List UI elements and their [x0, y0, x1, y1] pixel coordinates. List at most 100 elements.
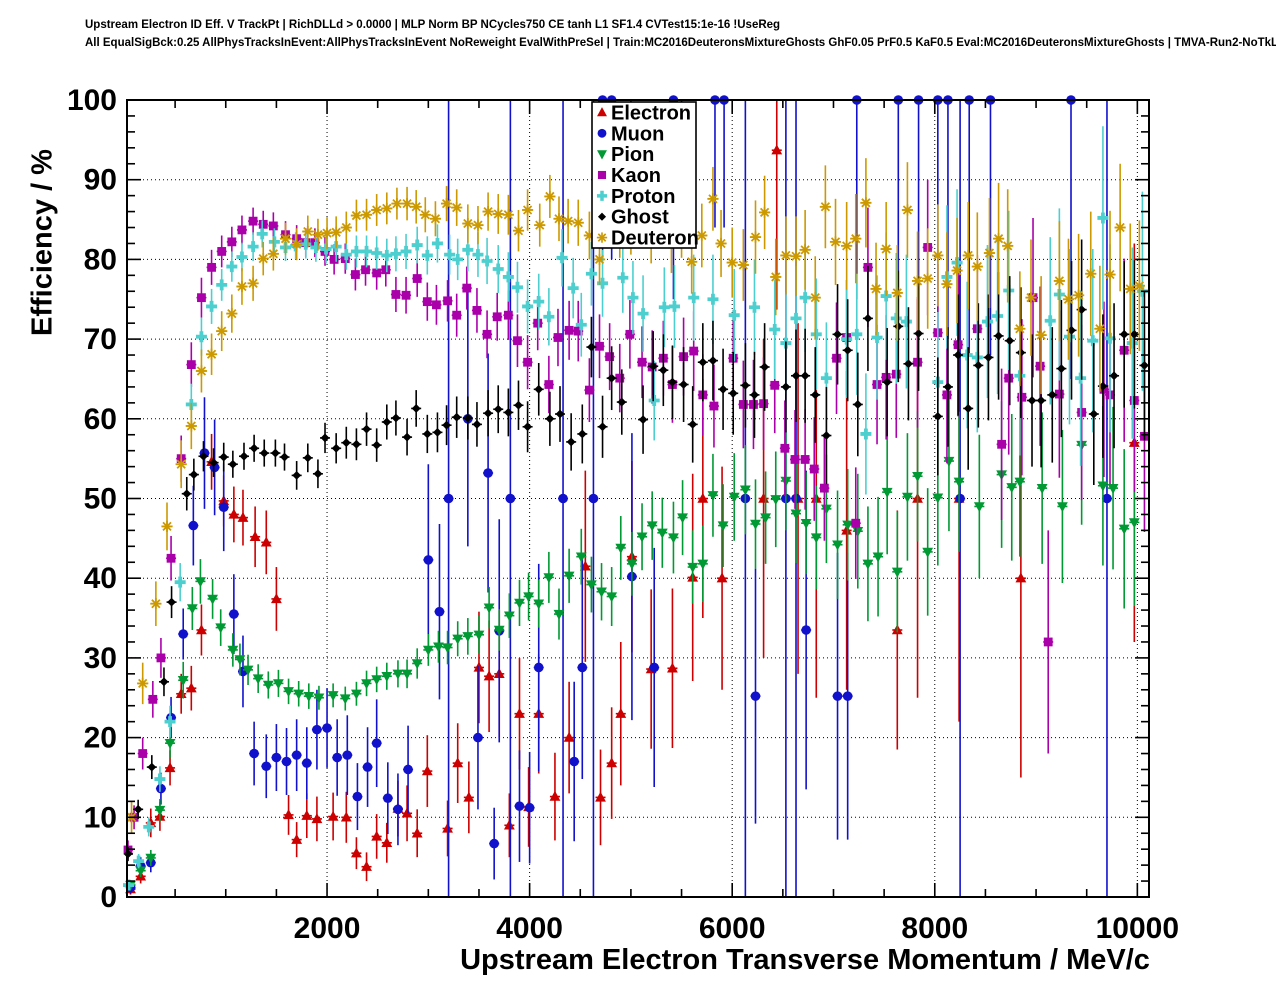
data-point [482, 329, 492, 339]
data-point [971, 260, 983, 273]
data-point [973, 502, 985, 513]
data-point [329, 255, 339, 264]
data-point [790, 250, 802, 262]
data-point [150, 598, 162, 610]
data-point [270, 448, 280, 458]
data-point [523, 357, 532, 367]
data-point [853, 400, 863, 409]
data-point [549, 790, 561, 801]
data-point [186, 604, 198, 615]
data-point [303, 453, 313, 463]
data-point [533, 599, 545, 610]
data-point [249, 748, 259, 759]
data-point [260, 536, 272, 547]
data-point [514, 801, 525, 811]
data-point [1087, 335, 1099, 347]
data-point [156, 783, 166, 794]
data-point [1073, 289, 1085, 301]
data-point [283, 687, 294, 698]
data-point [442, 643, 453, 654]
legend-label: Pion [611, 144, 654, 166]
legend-label: Muon [611, 123, 664, 145]
data-point [737, 259, 749, 271]
data-point [1104, 268, 1116, 281]
data-point [133, 855, 145, 867]
data-point [381, 202, 393, 214]
data-point [637, 357, 647, 367]
data-point [340, 811, 352, 822]
data-point [503, 819, 515, 830]
data-point [563, 731, 575, 742]
data-point [452, 412, 462, 422]
data-point [452, 757, 464, 768]
data-point [371, 204, 383, 216]
data-point [566, 437, 576, 447]
legend-entry-proton: Proton [596, 186, 675, 208]
data-point [553, 213, 565, 225]
data-point [227, 645, 239, 656]
data-point [360, 209, 373, 221]
x-tick-label: 2000 [294, 912, 361, 945]
data-point [218, 502, 229, 513]
data-point [697, 559, 709, 570]
data-point [431, 237, 443, 249]
data-point [138, 749, 148, 758]
data-point [870, 283, 882, 295]
data-point [1107, 483, 1119, 494]
data-point [229, 609, 239, 619]
data-point [1140, 361, 1149, 370]
data-point [493, 625, 505, 636]
data-point [492, 263, 504, 275]
data-point [401, 807, 413, 818]
data-point [247, 277, 259, 289]
data-point [390, 248, 402, 260]
data-point [667, 662, 678, 673]
data-point [606, 592, 618, 603]
data-point [534, 219, 546, 231]
data-point [760, 513, 772, 524]
data-point [832, 540, 843, 551]
data-point [1044, 315, 1056, 327]
data-point [799, 244, 811, 256]
data-point [217, 247, 227, 256]
y-tick-label: 40 [84, 562, 117, 595]
data-point [422, 429, 432, 439]
data-point [833, 329, 842, 339]
data-point [1036, 483, 1048, 494]
data-point [523, 592, 535, 603]
data-point [271, 752, 282, 763]
data-point [291, 833, 303, 844]
data-point [791, 371, 801, 381]
data-point [820, 372, 832, 384]
data-point [216, 325, 228, 337]
data-point [174, 576, 186, 588]
data-point [341, 438, 351, 448]
data-point [159, 677, 169, 687]
data-point [421, 765, 433, 776]
data-point [1094, 323, 1106, 335]
data-point [410, 201, 422, 213]
data-point [434, 606, 445, 617]
data-point [971, 351, 983, 363]
data-point [994, 331, 1003, 341]
data-point [197, 293, 206, 303]
data-point [850, 233, 862, 245]
data-point [186, 360, 196, 370]
data-point [237, 225, 247, 235]
data-point [320, 433, 330, 443]
data-point [444, 249, 456, 261]
x-axis-title: Upstream Electron Transverse Momentum / … [460, 944, 1150, 976]
data-point [403, 764, 413, 775]
data-point [462, 283, 472, 293]
data-point [391, 290, 401, 299]
data-point [1016, 348, 1026, 358]
data-point [890, 312, 902, 324]
data-point [1063, 331, 1075, 343]
data-point [572, 217, 584, 229]
data-point [226, 261, 238, 273]
data-point [810, 390, 820, 400]
data-point [281, 756, 292, 767]
y-tick-label: 80 [84, 243, 117, 276]
data-point [649, 662, 660, 673]
data-point [383, 793, 393, 803]
